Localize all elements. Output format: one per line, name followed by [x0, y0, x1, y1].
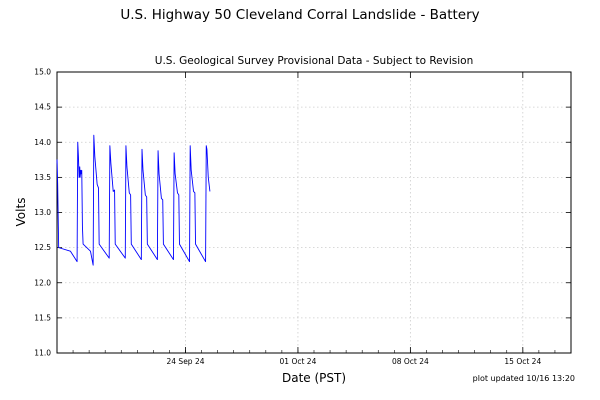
x-tick-label: 15 Oct 24	[504, 357, 541, 366]
x-tick-labels: 24 Sep 24 01 Oct 24 08 Oct 24 15 Oct 24	[167, 357, 542, 366]
y-tick-label: 11.5	[34, 313, 51, 322]
y-tick-label: 12.5	[34, 243, 51, 252]
y-tick-labels: 11.0 11.5 12.0 12.5 13.0 13.5 14.0 14.5 15.0	[34, 68, 51, 358]
x-axis-label: Date (PST)	[282, 371, 346, 385]
y-tick-label: 12.0	[34, 278, 51, 287]
y-tick-label: 14.0	[34, 138, 51, 147]
grid	[57, 72, 571, 353]
y-tick-label: 15.0	[34, 68, 51, 77]
chart-title: U.S. Highway 50 Cleveland Corral Landsli…	[120, 7, 479, 23]
y-tick-label: 13.5	[34, 173, 51, 182]
y-axis-label: Volts	[14, 198, 28, 227]
y-tick-label: 11.0	[34, 349, 51, 358]
series-layer	[56, 134, 211, 266]
y-tick-label: 13.0	[34, 208, 51, 217]
x-tick-label: 08 Oct 24	[392, 357, 429, 366]
battery-voltage-line	[56, 134, 211, 266]
x-tick-label: 24 Sep 24	[167, 357, 205, 366]
chart-subtitle: U.S. Geological Survey Provisional Data …	[155, 55, 473, 67]
y-tick-label: 14.5	[34, 103, 51, 112]
x-tick-label: 01 Oct 24	[280, 357, 317, 366]
plot-updated-note: plot updated 10/16 13:20	[473, 374, 575, 383]
